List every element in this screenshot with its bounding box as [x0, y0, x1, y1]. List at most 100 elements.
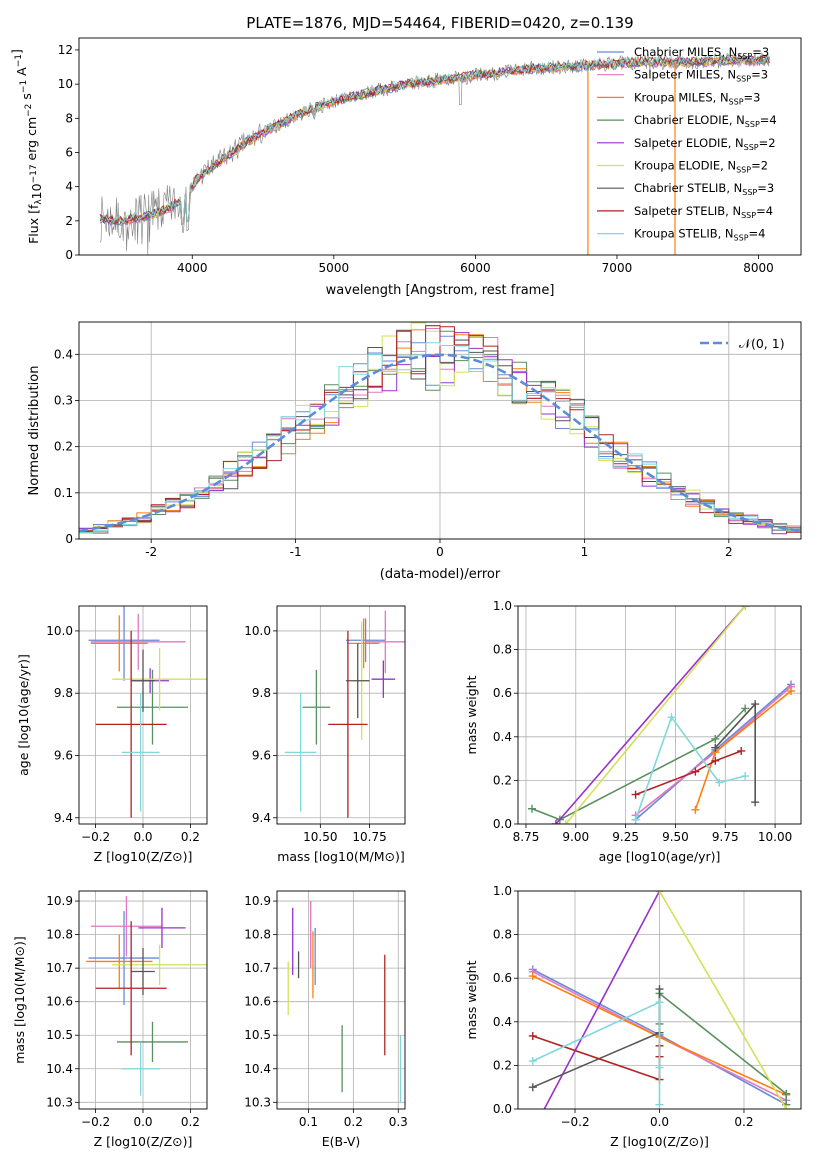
chart-title: PLATE=1876, MJD=54464, FIBERID=0420, z=0…: [246, 14, 633, 32]
x-tick-label: 0.0: [133, 1115, 152, 1129]
y-label-part: −2: [24, 104, 34, 117]
x-tick-label: 0.2: [734, 1115, 753, 1129]
x-tick-label: 0.1: [299, 1115, 318, 1129]
legend-entry: 𝒩(0, 1): [739, 336, 785, 351]
x-tick-label: −0.2: [81, 830, 110, 844]
legend-tail: =3: [744, 90, 761, 104]
weight-marker: [711, 756, 720, 765]
legend-main: Kroupa MILES, N: [634, 90, 729, 104]
y-label-part: −17: [29, 164, 39, 183]
legend-entry: Kroupa STELIB, NSSP=4: [634, 227, 765, 243]
legend-entry: Kroupa ELODIE, NSSP=2: [634, 159, 768, 175]
age-vs-Z-panel: −0.2 0.0 0.2 9.4 9.6 9.8 10.0 Z [log10(Z/Z⊙)] ag…: [16, 605, 208, 864]
y-axis-label: mass [log10(M/M⊙)]: [12, 936, 27, 1064]
y-tick-label: 0.2: [54, 440, 73, 454]
legend-main: Salpeter ELODIE, N: [634, 136, 744, 150]
y-tick-label: 10.9: [46, 894, 73, 908]
y-tick-label: 10: [58, 77, 73, 91]
y-axis-label: mass weight: [464, 960, 479, 1039]
legend-tail: =3: [752, 45, 769, 59]
y-tick-label: 1.0: [493, 884, 512, 898]
y-tick-label: 9.4: [252, 811, 271, 825]
y-tick-label: 10.5: [244, 1028, 271, 1042]
spectrum-panel: 4000 5000 6000 7000 8000 0 2 4 6 8 10 12 wavelength …: [9, 37, 802, 298]
weight-marker: [741, 704, 750, 713]
x-tick-label: 0.2: [344, 1115, 363, 1129]
y-tick-label: 0.4: [493, 730, 512, 744]
x-tick-label: −0.2: [81, 1115, 110, 1129]
x-tick-label: 9.25: [612, 830, 639, 844]
legend-tail: =4: [749, 227, 766, 241]
y-tick-label: 10.8: [244, 928, 271, 942]
age-vs-mass-panel-frame: [276, 605, 406, 825]
x-tick-label: 0.0: [650, 1115, 669, 1129]
y-tick-label: 9.6: [54, 748, 73, 762]
legend-tail: =4: [756, 204, 773, 218]
legend-entry: Salpeter STELIB, NSSP=4: [634, 204, 773, 220]
x-tick-label: 0: [436, 545, 444, 559]
legend-sub: SSP: [734, 234, 749, 243]
y-tick-label: 10.9: [244, 894, 271, 908]
weight-marker: [691, 805, 700, 814]
age-vs-Z-panel-frame: [78, 605, 208, 825]
x-tick-label: 9.50: [662, 830, 689, 844]
y-label-part: s: [19, 93, 34, 104]
weight-line: [532, 1000, 661, 1105]
y-tick-label: 0.4: [493, 1015, 512, 1029]
y-tick-label: 0.1: [54, 486, 73, 500]
weight-line: [532, 1035, 661, 1081]
weight-line: [634, 715, 746, 820]
weight-marker: [741, 772, 750, 781]
y-tick-label: 0.2: [493, 773, 512, 787]
legend-sub: SSP: [736, 166, 751, 175]
y-tick-label: 0.0: [493, 817, 512, 831]
legend-sub: SSP: [745, 120, 760, 129]
x-tick-label: 9.75: [712, 830, 739, 844]
y-axis-label: Flux [fλ10−17 erg cm−2 s−1 A−1]: [9, 49, 44, 244]
x-tick-label: -1: [290, 545, 302, 559]
mass-vs-EBV-panel-frame: [276, 890, 406, 1110]
y-tick-label: 10.6: [244, 995, 271, 1009]
y-tick-label: 0.3: [54, 393, 73, 407]
y-tick-label: 0.0: [493, 1102, 512, 1116]
mass-vs-Z-panel: −0.2 0.0 0.2 10.3 10.4 10.5 10.6 10.7 10.8 10.9 Z …: [12, 890, 208, 1149]
legend-tail: =4: [760, 113, 777, 127]
weight-marker: [711, 734, 720, 743]
y-tick-label: 9.6: [252, 748, 271, 762]
y-tick-label: 12: [58, 43, 73, 57]
weight-marker: [528, 972, 537, 981]
y-tick-label: 10.4: [244, 1062, 271, 1076]
y-tick-label: 0.8: [493, 643, 512, 657]
legend-main: Kroupa STELIB, N: [634, 227, 734, 241]
weight-marker: [527, 804, 536, 813]
weight-marker: [667, 713, 676, 722]
legend-sub: SSP: [737, 52, 752, 61]
weight-marker: [741, 606, 750, 610]
y-tick-label: 0: [65, 248, 73, 262]
weight-marker: [655, 891, 664, 895]
legend-main: Kroupa ELODIE, N: [634, 159, 736, 173]
x-tick-label: 0.2: [181, 1115, 200, 1129]
weight-line: [658, 991, 787, 1105]
weight-marker: [655, 985, 664, 994]
y-axis-label: mass weight: [464, 675, 479, 754]
legend-sub: SSP: [742, 188, 757, 197]
x-tick-label: 10.50: [303, 830, 337, 844]
legend-main: Chabrier STELIB, N: [634, 181, 742, 195]
weight-marker: [551, 820, 560, 824]
weight-line: [658, 891, 787, 1109]
legend-entry: Chabrier ELODIE, NSSP=4: [634, 113, 777, 129]
x-tick-label: 0.3: [389, 1115, 408, 1129]
y-tick-label: 10.8: [46, 928, 73, 942]
x-axis-label: mass [log10(M/M⊙)]: [277, 849, 405, 864]
x-axis-label: Z [log10(Z/Z⊙)]: [94, 849, 193, 864]
x-tick-label: 8.75: [513, 830, 540, 844]
weight-line: [555, 606, 746, 824]
weight-marker: [691, 767, 700, 776]
weight-marker: [561, 820, 570, 824]
y-tick-label: 1.0: [493, 599, 512, 613]
x-axis-label: wavelength [Angstrom, rest frame]: [326, 283, 555, 298]
weight-vs-age-panel-frame: [517, 605, 802, 825]
legend-sub: SSP: [729, 97, 744, 106]
